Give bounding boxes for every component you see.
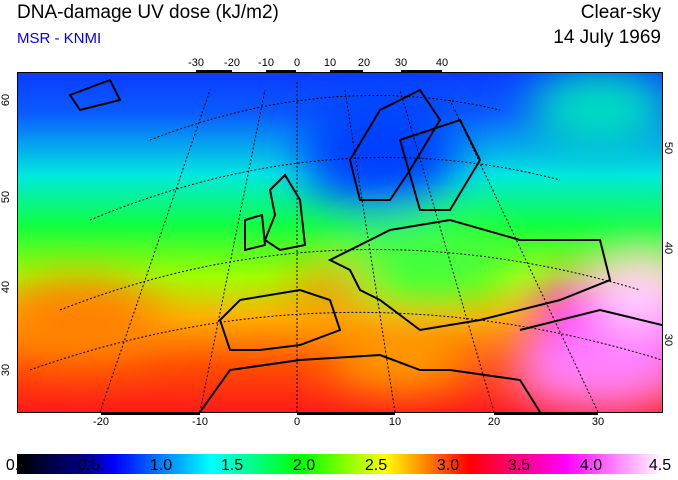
lat-tick-left: 40	[0, 280, 13, 294]
colorbar-tick: 1.0	[149, 457, 173, 474]
lon-tick-top: 0	[293, 57, 301, 69]
date-label: 14 July 1969	[553, 27, 661, 48]
colorbar-tick: 3.5	[507, 457, 531, 474]
lon-tick-top: 40	[435, 57, 449, 69]
colorbar-tick: 4.0	[579, 457, 603, 474]
lon-tick-top: -10	[258, 57, 274, 69]
lon-tick-top: -20	[224, 57, 240, 69]
coastlines	[68, 78, 662, 412]
source-label: MSR - KNMI	[17, 30, 102, 47]
lon-tick-bottom: 30	[591, 416, 605, 428]
colorbar-tick: 3.0	[436, 457, 460, 474]
lon-tick-top: 10	[323, 57, 337, 69]
lon-tick-bottom: -10	[192, 416, 208, 428]
colorbar-tick: 2.0	[292, 457, 316, 474]
lon-tick-top: 30	[394, 57, 408, 69]
lon-tick-bottom: 10	[388, 416, 402, 428]
map-title: DNA-damage UV dose (kJ/m2)	[17, 2, 279, 23]
colorbar	[17, 454, 663, 474]
graticule	[29, 80, 662, 412]
lon-tick-top: 20	[357, 57, 371, 69]
lat-tick-right: 40	[662, 241, 675, 255]
colorbar-tick: 1.5	[220, 457, 244, 474]
lat-tick-left: 60	[0, 93, 13, 107]
axis-bars	[101, 70, 598, 415]
lon-tick-bottom: -20	[93, 416, 109, 428]
uv-field	[18, 73, 662, 412]
colorbar-tick: 0.0	[5, 457, 29, 474]
lon-tick-bottom: 0	[293, 416, 301, 428]
condition-label: Clear-sky	[580, 2, 661, 23]
colorbar-tick: 2.5	[364, 457, 388, 474]
colorbar-tick: 4.5	[648, 457, 672, 474]
colorbar-tick: 0.5	[77, 457, 101, 474]
lon-tick-top: -30	[188, 57, 204, 69]
lat-tick-left: 50	[0, 190, 13, 204]
lat-tick-right: 50	[662, 141, 675, 155]
lat-tick-left: 30	[0, 363, 13, 377]
lat-tick-right: 30	[662, 333, 675, 347]
lon-tick-bottom: 20	[487, 416, 501, 428]
